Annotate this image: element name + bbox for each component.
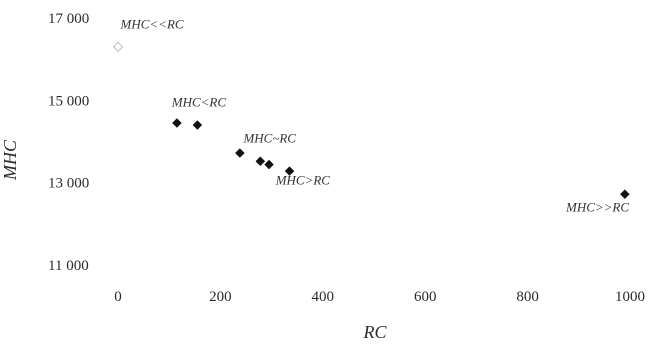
x-tick-label: 800 <box>516 289 539 305</box>
x-tick-label: 400 <box>312 289 335 305</box>
x-axis-ticks: 0 200 400 600 800 1000 <box>114 289 645 305</box>
data-point <box>112 41 124 53</box>
annotation-label: MHC>>RC <box>565 199 629 214</box>
x-tick-label: 1000 <box>615 289 645 305</box>
x-axis-title: RC <box>362 322 387 342</box>
y-tick-label: 15 000 <box>48 93 89 109</box>
annotation-label: MHC>RC <box>275 173 331 188</box>
data-points <box>112 41 630 200</box>
annotations: MHC<<RC MHC<RC MHC~RC MHC>RC MHC>>RC <box>120 16 630 214</box>
data-point <box>235 148 245 158</box>
data-point <box>620 189 630 200</box>
y-axis-ticks: 11 000 13 000 15 000 17 000 <box>48 11 89 274</box>
data-point <box>192 120 203 130</box>
data-point <box>264 159 274 170</box>
x-tick-label: 200 <box>209 289 232 305</box>
y-axis-title: MHC <box>0 139 20 181</box>
x-tick-label: 0 <box>114 289 122 305</box>
data-point <box>284 166 295 176</box>
annotation-label: MHC<RC <box>171 95 227 110</box>
data-point <box>172 118 182 128</box>
data-point <box>255 156 266 167</box>
y-tick-label: 17 000 <box>48 11 89 27</box>
annotation-label: MHC<<RC <box>120 16 184 31</box>
x-tick-label: 600 <box>414 289 437 305</box>
annotation-label: MHC~RC <box>242 130 296 145</box>
y-tick-label: 13 000 <box>48 176 89 192</box>
y-tick-label: 11 000 <box>48 258 89 274</box>
